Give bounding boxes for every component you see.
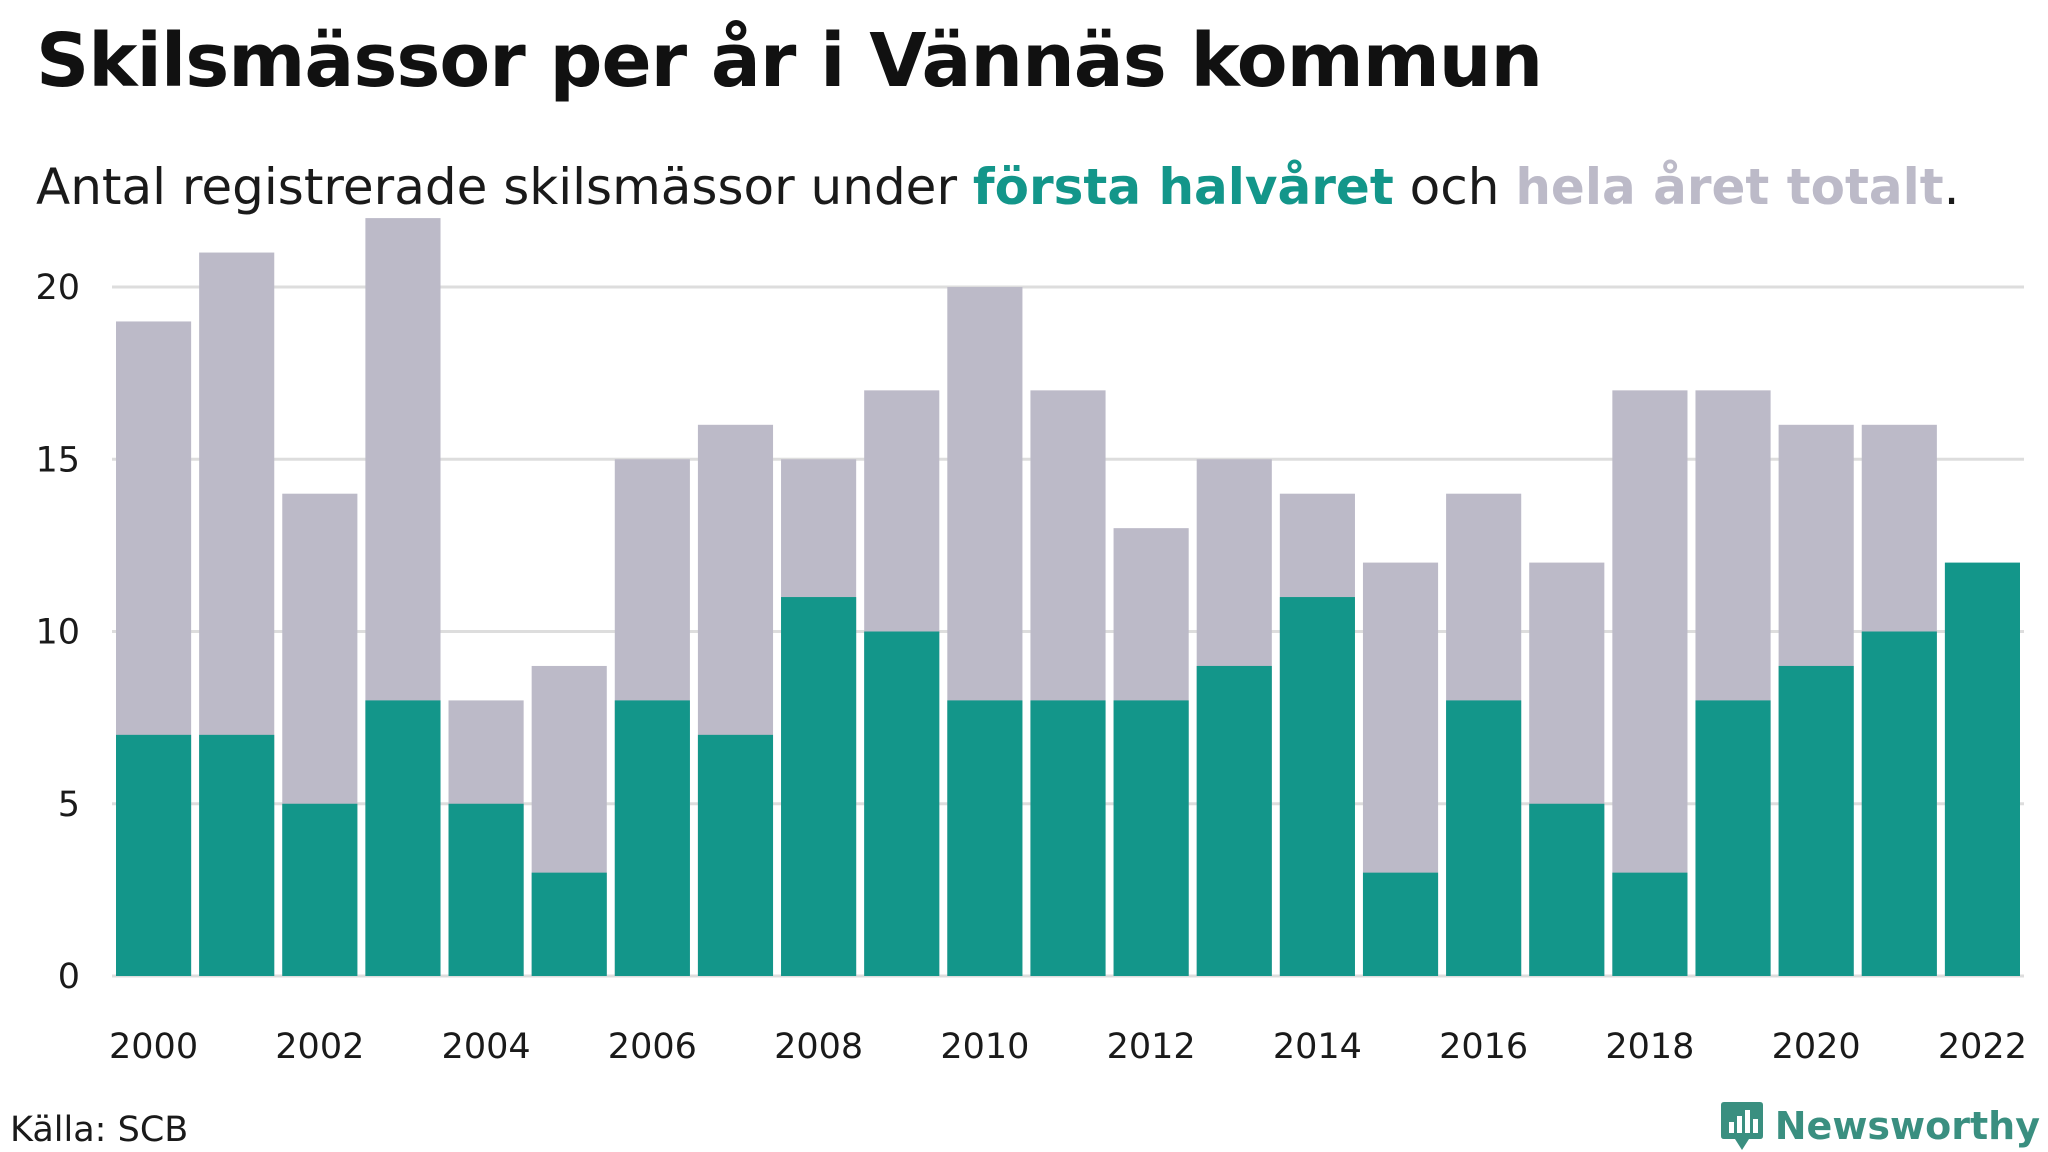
x-axis-ticks: 2000 2002 2004 2006 2008 2010 2012 2014 2016 2018… bbox=[109, 1027, 2027, 1067]
bar-first-half bbox=[1362, 872, 1439, 976]
bar-first-half bbox=[1612, 872, 1688, 976]
bar-first-half bbox=[1529, 803, 1605, 976]
bar-first-half bbox=[1695, 700, 1771, 976]
brand: Newsworthy bbox=[1719, 1100, 2040, 1152]
bar-first-half bbox=[1446, 700, 1522, 976]
y-tick-label: 15 bbox=[35, 440, 80, 480]
brand-name: Newsworthy bbox=[1774, 1104, 2040, 1148]
x-tick-label: 2004 bbox=[442, 1027, 531, 1067]
x-tick-label: 2008 bbox=[774, 1027, 863, 1067]
subtitle-prefix: Antal registrerade skilsmässor under bbox=[36, 158, 973, 216]
x-tick-label: 2014 bbox=[1273, 1027, 1362, 1067]
y-axis-ticks: 0 5 10 15 20 bbox=[35, 268, 80, 997]
bar-first-half bbox=[1030, 700, 1106, 976]
bar-first-half bbox=[947, 700, 1023, 976]
bar-first-half bbox=[1279, 597, 1355, 976]
x-tick-label: 2022 bbox=[1938, 1027, 2027, 1067]
y-tick-label: 0 bbox=[58, 957, 80, 997]
legend-full-year: hela året totalt bbox=[1515, 158, 1944, 216]
x-tick-label: 2010 bbox=[940, 1027, 1029, 1067]
x-tick-label: 2012 bbox=[1107, 1027, 1196, 1067]
bar-first-half bbox=[365, 700, 441, 976]
x-tick-label: 2000 bbox=[109, 1027, 198, 1067]
legend-first-half: första halvåret bbox=[972, 158, 1394, 216]
y-tick-label: 5 bbox=[58, 785, 80, 825]
bar-first-half bbox=[116, 734, 192, 976]
x-tick-label: 2006 bbox=[608, 1027, 697, 1067]
bar-first-half bbox=[1944, 562, 2020, 976]
subtitle-suffix: . bbox=[1943, 158, 1960, 216]
bar-first-half bbox=[781, 597, 857, 976]
bar-first-half bbox=[282, 803, 358, 976]
bar-first-half bbox=[1861, 631, 1937, 976]
chart-title: Skilsmässor per år i Vännäs kommun bbox=[36, 18, 1543, 104]
bar-first-half bbox=[199, 734, 275, 976]
source-note: Källa: SCB bbox=[10, 1110, 189, 1150]
bar-first-half bbox=[1778, 665, 1854, 976]
bar-first-half bbox=[448, 803, 524, 976]
bar-chart: 0 5 10 15 20 2000 2002 2004 2006 2008 2010 2012 201… bbox=[35, 218, 2027, 1067]
bar-first-half bbox=[531, 872, 607, 976]
chart-subtitle: Antal registrerade skilsmässor under för… bbox=[36, 158, 1960, 216]
bars bbox=[116, 218, 2020, 977]
bar-first-half bbox=[864, 631, 940, 976]
x-tick-label: 2020 bbox=[1772, 1027, 1861, 1067]
subtitle-middle: och bbox=[1393, 158, 1516, 216]
x-tick-label: 2002 bbox=[275, 1027, 364, 1067]
x-tick-label: 2018 bbox=[1605, 1027, 1694, 1067]
bar-first-half bbox=[697, 734, 774, 976]
newsworthy-logo-icon bbox=[1720, 1102, 1763, 1150]
bar-first-half bbox=[1196, 665, 1272, 976]
y-tick-label: 20 bbox=[35, 268, 80, 308]
y-tick-label: 10 bbox=[35, 613, 80, 653]
x-tick-label: 2016 bbox=[1439, 1027, 1528, 1067]
bar-first-half bbox=[1113, 700, 1189, 976]
bar-first-half bbox=[614, 700, 690, 976]
